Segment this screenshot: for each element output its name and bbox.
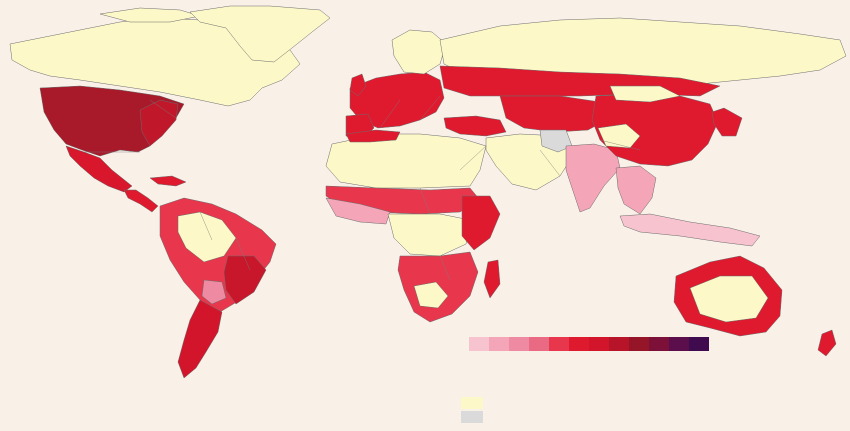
uk xyxy=(349,73,367,97)
legend-swatch-7 xyxy=(589,337,609,351)
central-africa xyxy=(387,213,471,257)
east-africa xyxy=(461,195,501,251)
legend-swatch-12 xyxy=(689,337,709,351)
turkey-caucasus xyxy=(443,115,507,137)
legend-swatch-9 xyxy=(629,337,649,351)
india xyxy=(565,143,621,213)
scandinavia xyxy=(391,29,447,75)
legend-color-scale xyxy=(469,337,709,351)
greenland xyxy=(189,5,331,63)
afghanistan-pakistan xyxy=(539,129,573,153)
australia-interior xyxy=(689,275,769,323)
west-africa xyxy=(325,197,391,225)
legend-swatch-6 xyxy=(569,337,589,351)
legend-swatch-3 xyxy=(509,337,529,351)
legend-swatch-1 xyxy=(469,337,489,351)
legend-extra-swatches xyxy=(461,397,483,425)
caribbean xyxy=(149,175,187,187)
central-america xyxy=(123,189,159,213)
korea-japan xyxy=(711,107,743,137)
mexico xyxy=(65,145,133,193)
southeast-asia xyxy=(615,165,657,215)
legend-swatch-low xyxy=(461,397,483,409)
new-zealand xyxy=(817,329,837,357)
kalahari xyxy=(413,281,449,309)
amazon-region xyxy=(177,211,237,263)
legend-swatch-10 xyxy=(649,337,669,351)
maghreb-coast xyxy=(345,129,401,143)
north-africa xyxy=(325,133,487,189)
legend-swatch-4 xyxy=(529,337,549,351)
central-asia xyxy=(499,95,611,133)
legend-swatch-5 xyxy=(549,337,569,351)
legend-swatch-2 xyxy=(489,337,509,351)
usa-east xyxy=(139,99,179,147)
indonesia xyxy=(619,213,761,247)
brazil-south xyxy=(223,255,267,305)
legend-swatch-11 xyxy=(669,337,689,351)
bolivia-paraguay xyxy=(201,279,227,305)
legend-swatch-8 xyxy=(609,337,629,351)
argentina-chile xyxy=(177,299,223,379)
country-borders xyxy=(84,95,641,281)
madagascar xyxy=(483,259,501,299)
legend-swatch-no-data xyxy=(461,411,483,423)
mongolia xyxy=(609,85,681,103)
